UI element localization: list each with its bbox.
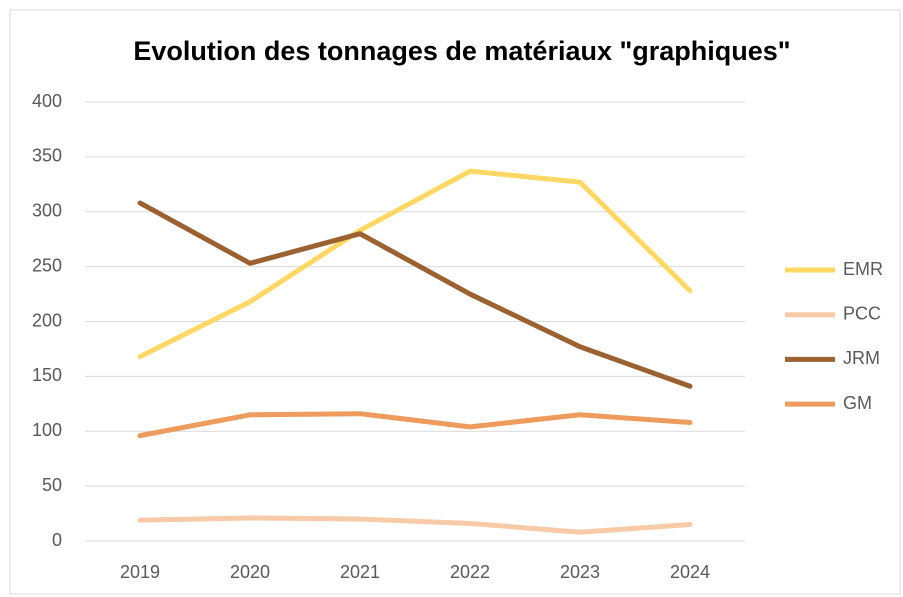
chart-frame [9, 9, 901, 595]
series-line [137, 200, 693, 389]
y-tick-label: 400 [32, 91, 62, 111]
x-tick-label: 2021 [340, 562, 380, 582]
x-tick-label: 2022 [450, 562, 490, 582]
y-tick-label: 0 [52, 530, 62, 550]
legend-label: EMR [843, 259, 883, 279]
series-line [137, 411, 693, 439]
x-tick-label: 2023 [560, 562, 600, 582]
y-tick-label: 350 [32, 146, 62, 166]
x-tick-label: 2019 [120, 562, 160, 582]
series-line [137, 515, 693, 535]
x-tick-label: 2020 [230, 562, 270, 582]
y-tick-label: 150 [32, 365, 62, 385]
x-tick-label: 2024 [670, 562, 710, 582]
y-tick-label: 200 [32, 310, 62, 330]
chart-title: Evolution des tonnages de matériaux "gra… [133, 36, 790, 66]
legend-label: PCC [843, 303, 881, 323]
y-tick-label: 250 [32, 255, 62, 275]
y-tick-label: 100 [32, 420, 62, 440]
series-line [137, 168, 693, 360]
legend-label: GM [843, 393, 872, 413]
y-tick-label: 300 [32, 201, 62, 221]
y-tick-label: 50 [42, 475, 62, 495]
legend-label: JRM [843, 348, 880, 368]
